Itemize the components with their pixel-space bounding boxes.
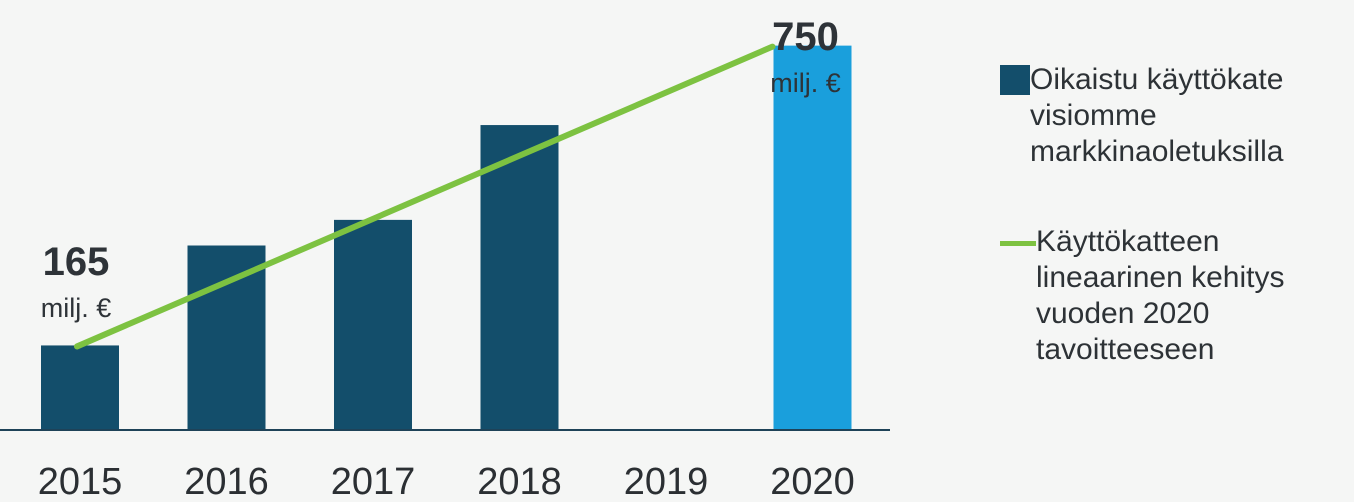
bar-2017 <box>334 219 412 430</box>
x-tick-2016: 2016 <box>184 461 269 502</box>
legend-label-bars: Oikaistu käyttökate visiomme markkinaole… <box>1030 63 1284 168</box>
x-tick-2015: 2015 <box>38 461 123 502</box>
legend-item-trend: Käyttökatteen lineaarinen kehitys vuoden… <box>1000 224 1350 368</box>
x-tick-2018: 2018 <box>477 461 562 502</box>
data-label-unit-2020: milj. € <box>770 68 841 98</box>
x-tick-2020: 2020 <box>770 461 855 502</box>
legend-swatch-line <box>1000 241 1036 246</box>
legend: Oikaistu käyttökate visiomme markkinaole… <box>1000 62 1350 170</box>
legend-item-bars: Oikaistu käyttökate visiomme markkinaole… <box>1000 62 1350 170</box>
trend-line <box>74 43 776 350</box>
data-label-2020: 750 <box>772 15 839 59</box>
data-label-unit-2015: milj. € <box>41 293 112 323</box>
data-label-2015: 165 <box>43 240 110 284</box>
bar-2016 <box>187 245 266 430</box>
legend-line: Käyttökatteen lineaarinen kehitys vuoden… <box>1000 224 1350 368</box>
legend-swatch-bar <box>1000 65 1030 95</box>
x-tick-2019: 2019 <box>624 461 709 502</box>
x-tick-2017: 2017 <box>331 461 416 502</box>
bar-2015 <box>41 345 119 430</box>
bar-2018 <box>480 125 559 430</box>
bar-2020 <box>773 45 852 430</box>
bar-chart: 2015 2016 2017 2018 2019 2020 165 milj. € 750 mil… <box>0 15 890 502</box>
legend-label-trend: Käyttökatteen lineaarinen kehitys vuoden… <box>1036 225 1285 366</box>
